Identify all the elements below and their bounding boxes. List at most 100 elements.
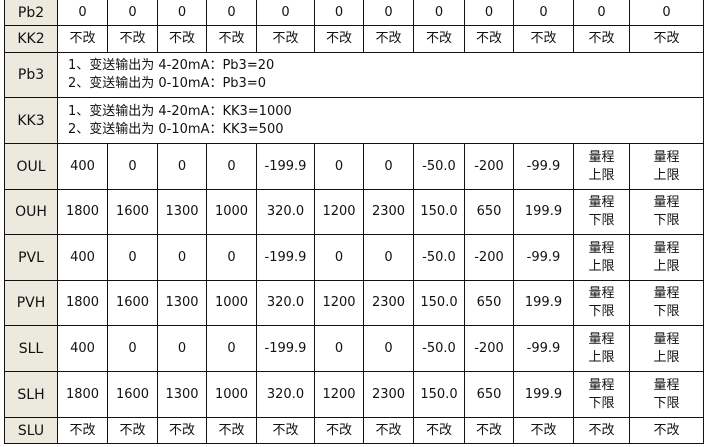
table-cell: 量程 上限 [629,234,704,281]
table-cell: 0 [314,143,364,190]
table-cell: 0 [206,143,257,190]
parameter-table: Pb2 0 0 0 0 0 0 0 0 0 0 0 0 KK2 不改 不改 不改 不改 不改 不改 不改 不改 不改 不改 不改… [4,0,704,444]
table-cell: 2300 [363,280,414,326]
table-row: SLU 不改 不改 不改 不改 不改 不改 不改 不改 不改 不改 不改 不改 [4,417,704,444]
table-cell: 不改 [513,417,574,444]
table-cell: 650 [464,371,514,418]
table-cell: 0 [363,143,414,190]
table-cell: 量程 上限 [573,143,630,190]
table-cell: 不改 [413,25,465,53]
table-cell: 0 [107,143,158,190]
table-row: PVH 1800 1600 1300 1000 320.0 1200 2300 150.0 650… [4,280,704,326]
table-cell: 0 [157,325,207,372]
table-cell: 400 [57,325,108,372]
table-cell: 不改 [464,417,514,444]
table-cell: 0 [206,325,257,372]
note-line: 1、变送输出为 4-20mA：KK3=1000 [68,103,292,119]
table-cell: 0 [573,0,630,26]
table-cell: 不改 [256,417,315,444]
table-row: KK3 1、变送输出为 4-20mA：KK3=1000 2、变送输出为 0-10mA… [4,97,704,144]
row-label: Pb2 [4,0,58,26]
table-cell: -199.9 [256,234,315,281]
table-cell: 0 [464,0,514,26]
row-label: SLH [4,371,58,418]
table-cell: 320.0 [256,371,315,418]
table-cell: 199.9 [513,280,574,326]
table-cell: -200 [464,234,514,281]
table-cell: 650 [464,189,514,235]
table-cell: 0 [107,0,158,26]
table-cell: 1800 [57,371,108,418]
row-label: KK3 [4,97,58,144]
table-cell: -50.0 [413,143,465,190]
table-cell: 1600 [107,280,158,326]
table-cell: 不改 [157,417,207,444]
table-cell: 量程 上限 [573,325,630,372]
table-cell: 不改 [573,417,630,444]
table-cell: 0 [157,234,207,281]
table-cell: 1200 [314,280,364,326]
table-cell: -199.9 [256,325,315,372]
table-cell: -200 [464,325,514,372]
table-cell: 1300 [157,189,207,235]
table-cell: 量程 下限 [629,189,704,235]
table-cell: 0 [513,0,574,26]
table-cell: 199.9 [513,189,574,235]
table-cell: 不改 [629,25,704,53]
table-cell: 1000 [206,371,257,418]
table-cell: 量程 上限 [629,325,704,372]
table-row: Pb3 1、变送输出为 4-20mA：Pb3=20 2、变送输出为 0-10mA：P… [4,52,704,98]
table-row: SLL 400 0 0 0 -199.9 0 0 -50.0 -200 -99.9 量程 上限 量程 上… [4,325,704,372]
table-cell: 0 [157,143,207,190]
table-cell: 1000 [206,280,257,326]
table-cell: 0 [256,0,315,26]
table-cell: 150.0 [413,189,465,235]
table-cell: 量程 下限 [573,371,630,418]
note-line: 2、变送输出为 0-10mA：KK3=500 [68,121,284,137]
table-cell: 不改 [314,417,364,444]
table-cell: 不改 [256,25,315,53]
table-cell: -99.9 [513,234,574,281]
table-row: KK2 不改 不改 不改 不改 不改 不改 不改 不改 不改 不改 不改 不改 [4,25,704,53]
table-cell: 不改 [573,25,630,53]
table-cell: 0 [413,0,465,26]
table-cell: 1200 [314,371,364,418]
table-cell: 0 [629,0,704,26]
table-cell: 0 [206,0,257,26]
table-cell: 量程 下限 [573,189,630,235]
table-cell: 不改 [57,25,108,53]
table-cell: 不改 [157,25,207,53]
row-note: 1、变送输出为 4-20mA：KK3=1000 2、变送输出为 0-10mA：KK… [57,97,704,144]
table-row: OUH 1800 1600 1300 1000 320.0 1200 2300 150.0 650… [4,189,704,235]
table-cell: 2300 [363,189,414,235]
row-note: 1、变送输出为 4-20mA：Pb3=20 2、变送输出为 0-10mA：Pb3=… [57,52,704,98]
note-line: 2、变送输出为 0-10mA：Pb3=0 [68,76,266,91]
table-cell: 0 [107,325,158,372]
table-cell: 1800 [57,189,108,235]
table-cell: -50.0 [413,234,465,281]
table-cell: 400 [57,234,108,281]
row-label: PVL [4,234,58,281]
table-cell: 0 [363,0,414,26]
table-cell: 650 [464,280,514,326]
row-label: PVH [4,280,58,326]
table-cell: -50.0 [413,325,465,372]
table-cell: 不改 [206,25,257,53]
table-cell: 0 [107,234,158,281]
table-cell: 量程 下限 [629,371,704,418]
table-cell: 量程 下限 [573,280,630,326]
table-cell: 1800 [57,280,108,326]
table-cell: 150.0 [413,280,465,326]
table-cell: 量程 上限 [573,234,630,281]
table-cell: 不改 [629,417,704,444]
table-cell: -199.9 [256,143,315,190]
table-cell: 不改 [107,25,158,53]
table-cell: 320.0 [256,280,315,326]
table-cell: 量程 上限 [629,143,704,190]
table-cell: -200 [464,143,514,190]
row-label: OUL [4,143,58,190]
row-label: SLU [4,417,58,444]
row-label: SLL [4,325,58,372]
table-cell: 不改 [57,417,108,444]
table-cell: 1600 [107,371,158,418]
